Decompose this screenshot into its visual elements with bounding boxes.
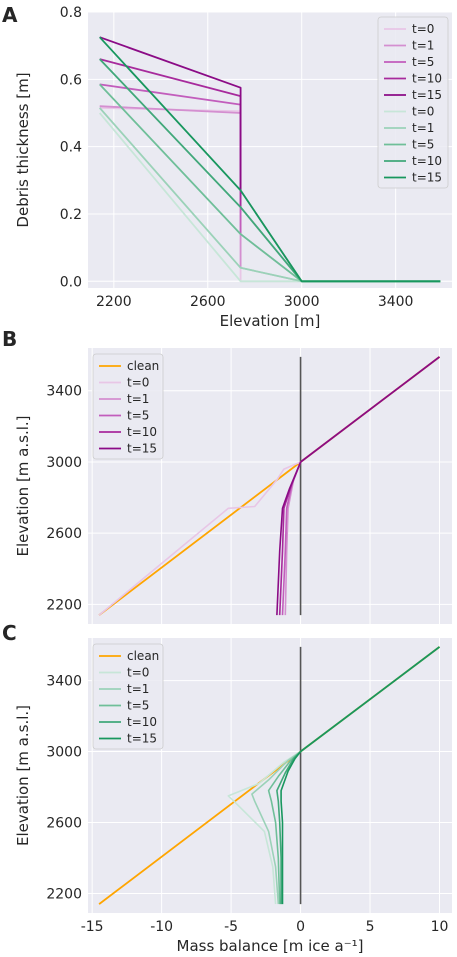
- legend-label: t=15: [127, 732, 157, 746]
- legend-label: t=1: [127, 682, 149, 696]
- y-tick-label: 3000: [46, 745, 82, 761]
- series-line: [98, 461, 301, 616]
- series-green-line: [99, 36, 441, 283]
- legend-label: t=10: [127, 715, 157, 729]
- y-tick-label: 0.6: [60, 72, 82, 88]
- y-tick-label: 2600: [46, 816, 82, 832]
- x-axis-label: Elevation [m]: [220, 312, 321, 330]
- y-tick-label: 3400: [46, 384, 82, 400]
- x-tick-label: 0: [296, 919, 305, 935]
- x-tick-label: -10: [150, 919, 173, 935]
- series-line: [280, 751, 302, 905]
- legend-label: t=15: [412, 88, 442, 102]
- legend-label: clean: [127, 359, 159, 373]
- y-axis-label: Elevation [m a.s.l.]: [14, 705, 32, 846]
- series-line: [276, 750, 302, 905]
- x-tick-label: 3000: [284, 294, 320, 310]
- legend-label: t=0: [412, 105, 434, 119]
- panel-a: 2200 2600 3000 3400 0.0 0.2 0.4 0.6 0.8 Debris th…: [14, 5, 452, 330]
- legend-label: t=1: [412, 121, 434, 135]
- y-tick-label: 0.4: [60, 140, 82, 156]
- y-tick-label: 2200: [46, 597, 82, 613]
- y-tick-label: 2600: [46, 526, 82, 542]
- legend-label: t=5: [412, 55, 434, 69]
- y-axis-label: Elevation [m a.s.l.]: [14, 415, 32, 556]
- series-line: [227, 750, 302, 905]
- legend-label: t=1: [412, 39, 434, 53]
- panel-c: -15 -10 -5 0 5 10 2200 2600 3000 3400 Elevation [m…: [14, 638, 452, 955]
- x-tick-label: -15: [81, 919, 104, 935]
- y-axis-label: Debris thickness [m]: [14, 72, 32, 227]
- legend-label: t=5: [127, 699, 149, 713]
- y-tick-label: 2200: [46, 886, 82, 902]
- x-tick-label: 5: [366, 919, 375, 935]
- legend-label: t=5: [412, 138, 434, 152]
- panel-letter-a: A: [2, 3, 18, 27]
- series-upper-line: [300, 646, 441, 753]
- x-tick-label: 2200: [96, 294, 132, 310]
- series-line: [251, 750, 302, 905]
- panel-letter-b: B: [2, 327, 17, 351]
- x-tick-label: 10: [431, 919, 449, 935]
- x-tick-label: 3400: [378, 294, 414, 310]
- legend-label: t=5: [127, 409, 149, 423]
- y-tick-label: 0.0: [60, 274, 82, 290]
- x-tick-label: 2600: [190, 294, 226, 310]
- y-tick-label: 0.8: [60, 5, 82, 21]
- legend-label: t=0: [127, 376, 149, 390]
- panel-letter-c: C: [2, 621, 17, 645]
- y-tick-label: 3400: [46, 674, 82, 690]
- panel-b: 2200 2600 3000 3400 Elevation [m a.s.l.] clea…: [14, 348, 452, 624]
- legend-label: t=10: [412, 72, 442, 86]
- series-line: [267, 750, 302, 905]
- y-tick-label: 3000: [46, 455, 82, 471]
- legend-label: t=1: [127, 392, 149, 406]
- legend-label: t=15: [412, 171, 442, 185]
- legend-label: t=15: [127, 442, 157, 456]
- x-tick-label: -5: [224, 919, 238, 935]
- legend-label: t=0: [127, 666, 149, 680]
- series-line: [276, 461, 302, 616]
- series-upper-line: [300, 356, 441, 463]
- y-tick-label: 0.2: [60, 207, 82, 223]
- legend-label: t=10: [127, 425, 157, 439]
- legend-label: t=10: [412, 154, 442, 168]
- legend-label: t=0: [412, 22, 434, 36]
- series-purple-line: [99, 36, 242, 191]
- legend-label: clean: [127, 649, 159, 663]
- x-axis-label: Mass balance [m ice a⁻¹]: [177, 937, 364, 955]
